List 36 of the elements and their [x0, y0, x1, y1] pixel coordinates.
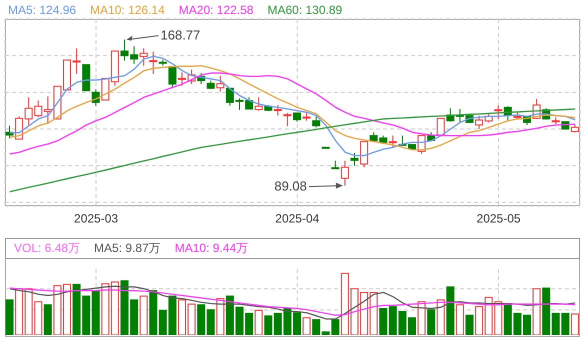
- bar: [312, 319, 320, 335]
- bar: [542, 288, 550, 335]
- x-tick-label: 2025-04: [275, 212, 320, 226]
- bar: [427, 309, 436, 335]
- bar: [206, 309, 215, 335]
- bar: [446, 286, 454, 335]
- bar: [92, 290, 100, 335]
- text: MA5: 9.87万: [94, 240, 161, 257]
- bar: [6, 299, 14, 335]
- bar: [197, 304, 206, 335]
- candlestick: [350, 152, 358, 166]
- x-tick-label: 2025-03: [74, 212, 118, 226]
- text: MA20: 122.58: [178, 2, 254, 16]
- bar: [466, 314, 474, 335]
- candlestick: [388, 135, 397, 148]
- candlestick: [360, 141, 368, 168]
- bar: [44, 304, 52, 335]
- candlestick: [274, 104, 282, 116]
- candlestick: [254, 96, 263, 112]
- annotation: 168.77: [160, 28, 200, 43]
- candlestick: [494, 105, 502, 120]
- text: MA5: 124.96: [8, 2, 76, 16]
- candlestick: [140, 48, 148, 66]
- text: MA10: 126.14: [90, 2, 165, 16]
- annotation: 89.08: [274, 178, 307, 194]
- candlestick: [340, 160, 349, 186]
- candlestick: [283, 112, 292, 127]
- candlestick: [216, 75, 224, 92]
- text: MA60: 130.89: [267, 2, 342, 16]
- candlestick: [312, 116, 320, 128]
- candlestick: [168, 66, 176, 88]
- text: VOL: 6.48万: [14, 240, 80, 257]
- candlestick: [149, 51, 158, 74]
- candlestick: [436, 118, 445, 137]
- text: MA10: 9.44万: [174, 240, 248, 257]
- x-tick-label: 2025-05: [476, 212, 521, 226]
